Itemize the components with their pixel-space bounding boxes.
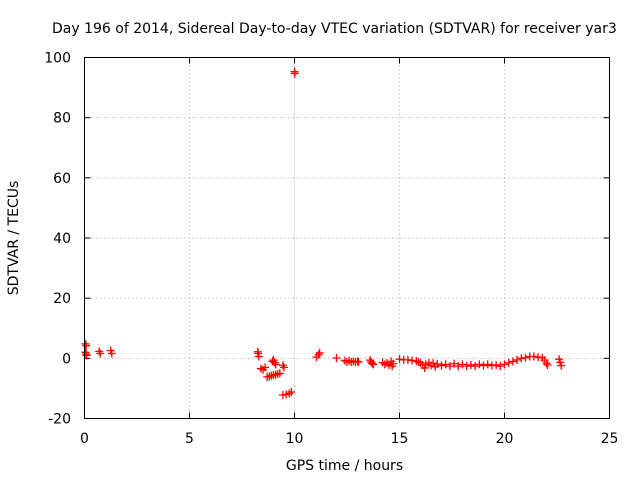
data-point xyxy=(475,360,484,369)
data-point xyxy=(543,360,552,369)
data-point xyxy=(96,349,105,358)
data-point xyxy=(107,349,116,358)
data-point xyxy=(500,360,509,369)
y-tick-label: 40 xyxy=(53,231,71,247)
data-point xyxy=(332,354,341,363)
data-point xyxy=(508,357,517,366)
data-point xyxy=(280,363,288,372)
data-point xyxy=(290,69,299,78)
data-point xyxy=(420,363,429,372)
tick-labels: 0 5 10 15 20 25 -20 0 20 40 60 80 100 xyxy=(44,51,618,448)
data-point xyxy=(450,359,459,368)
data-point xyxy=(445,362,454,371)
data-point xyxy=(557,361,566,370)
data-point xyxy=(433,360,442,369)
data-point xyxy=(369,360,378,369)
data-point xyxy=(389,359,398,368)
data-point xyxy=(314,350,323,359)
y-tick-label: -20 xyxy=(48,412,71,428)
y-tick-label: 60 xyxy=(53,171,71,187)
y-tick-label: 20 xyxy=(53,291,71,307)
data-point xyxy=(521,353,530,362)
data-point xyxy=(513,355,522,364)
data-point xyxy=(479,361,488,370)
data-point xyxy=(254,352,263,361)
y-axis-label: SDTVAR / TECUs xyxy=(6,181,22,296)
data-point xyxy=(354,357,363,366)
data-point xyxy=(368,359,377,368)
x-tick-label: 15 xyxy=(391,431,409,447)
data-point xyxy=(466,360,475,369)
y-tick-label: 100 xyxy=(44,51,71,67)
data-series xyxy=(81,67,566,400)
data-point xyxy=(261,363,270,372)
data-point xyxy=(492,360,501,369)
data-point xyxy=(454,362,463,371)
x-tick-label: 10 xyxy=(286,431,304,447)
data-point xyxy=(483,360,492,369)
x-axis-label: GPS time / hours xyxy=(286,458,403,474)
data-point xyxy=(504,358,513,367)
x-tick-label: 25 xyxy=(601,431,619,447)
data-point xyxy=(287,388,296,397)
x-tick-label: 20 xyxy=(496,431,514,447)
plot-frame xyxy=(84,57,610,419)
data-point xyxy=(270,358,279,367)
grid xyxy=(84,57,610,419)
chart-title: Day 196 of 2014, Sidereal Day-to-day VTE… xyxy=(52,21,617,37)
data-point xyxy=(441,360,450,369)
data-point xyxy=(437,361,446,370)
x-tick-label: 5 xyxy=(185,431,194,447)
data-point xyxy=(542,359,551,368)
data-point xyxy=(271,360,280,369)
data-point xyxy=(82,351,91,360)
y-tick-label: 80 xyxy=(53,111,71,127)
data-point xyxy=(275,369,284,378)
y-tick-label: 0 xyxy=(62,351,71,367)
data-point xyxy=(462,362,471,371)
data-point xyxy=(458,360,467,369)
data-point xyxy=(315,348,324,357)
data-point xyxy=(471,362,480,371)
x-tick-label: 0 xyxy=(80,431,89,447)
data-point xyxy=(496,362,505,371)
